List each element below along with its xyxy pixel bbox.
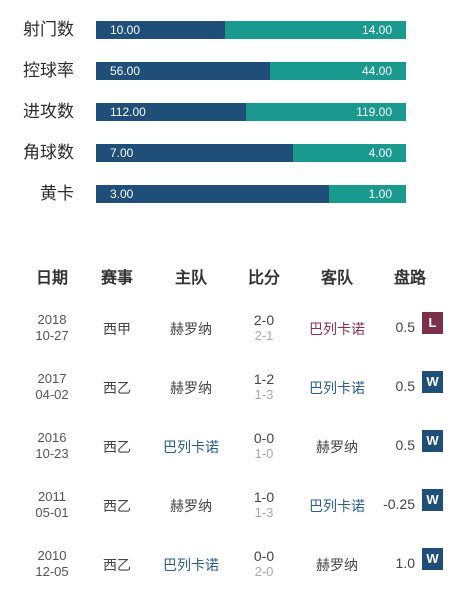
match-year: 2010 (37, 548, 67, 563)
match-home-team[interactable]: 赫罗纳 (170, 322, 212, 338)
half-time-score: 2-1 (254, 328, 274, 343)
match-row[interactable]: 2018 10-27 西甲 赫罗纳 2-0 2-1 巴列卡诺 0.5 L (0, 300, 462, 359)
result-badge: W (422, 430, 443, 452)
half-time-score: 1-3 (254, 387, 274, 402)
match-score: 2-0 2-1 (254, 312, 274, 344)
full-time-score: 1-2 (253, 371, 275, 387)
half-time-score: 1-0 (254, 446, 274, 461)
match-score: 0-0 2-0 (254, 548, 274, 580)
match-date: 2011 05-01 (35, 489, 68, 521)
stat-bar-away: 14.00 (225, 21, 406, 39)
stat-label: 黄卡 (40, 184, 74, 204)
stat-bar-home: 112.00 (96, 103, 246, 121)
stat-row: 黄卡 3.00 1.00 (0, 176, 462, 217)
match-date: 2016 10-23 (35, 430, 68, 462)
handicap-value: 1.0 (395, 555, 415, 571)
match-away-team[interactable]: 巴列卡诺 (309, 499, 365, 515)
result-badge: W (422, 489, 443, 511)
match-competition: 西乙 (103, 499, 131, 515)
stat-bar: 112.00 119.00 (96, 103, 406, 121)
match-year: 2017 (37, 371, 67, 386)
col-date-header: 日期 (35, 268, 69, 287)
match-row[interactable]: 2010 12-05 西乙 巴列卡诺 0-0 2-0 赫罗纳 1.0 W (0, 536, 462, 595)
stat-bar-away: 44.00 (270, 62, 406, 80)
stat-bar-home: 7.00 (96, 144, 293, 162)
match-row[interactable]: 2016 10-23 西乙 巴列卡诺 0-0 1-0 赫罗纳 0.5 W (0, 418, 462, 477)
history-rows: 2018 10-27 西甲 赫罗纳 2-0 2-1 巴列卡诺 0.5 L 2017 04-02 西乙赫… (0, 300, 462, 595)
handicap-value: -0.25 (383, 496, 415, 512)
half-time-score: 2-0 (254, 564, 274, 579)
match-score: 1-2 1-3 (254, 371, 274, 403)
full-time-score: 2-0 (253, 312, 275, 328)
stat-label: 角球数 (23, 143, 74, 163)
match-home-team[interactable]: 赫罗纳 (170, 499, 212, 515)
match-home-team[interactable]: 巴列卡诺 (163, 440, 219, 456)
col-score-header: 比分 (247, 268, 281, 287)
history-header-row: 日期 赛事 主队 比分 客队 盘路 (0, 252, 462, 296)
match-away-team[interactable]: 巴列卡诺 (309, 322, 365, 338)
full-time-score: 1-0 (253, 489, 275, 505)
half-time-score: 1-3 (254, 505, 274, 520)
stat-bar-away: 119.00 (246, 103, 406, 121)
match-away-team[interactable]: 赫罗纳 (316, 440, 358, 456)
match-row[interactable]: 2011 05-01 西乙 赫罗纳 1-0 1-3 巴列卡诺 -0.25 W (0, 477, 462, 536)
stat-bar-away: 1.00 (329, 185, 406, 203)
stat-bar-home: 10.00 (96, 21, 225, 39)
stat-label: 控球率 (23, 61, 74, 81)
full-time-score: 0-0 (253, 430, 275, 446)
match-month-day: 10-27 (35, 328, 69, 343)
match-competition: 西乙 (103, 381, 131, 397)
match-date: 2017 04-02 (35, 371, 68, 403)
stat-bar-away: 4.00 (293, 144, 406, 162)
handicap-value: 0.5 (395, 378, 415, 394)
col-competition-header: 赛事 (100, 268, 134, 287)
match-competition: 西乙 (103, 558, 131, 574)
match-home-team[interactable]: 巴列卡诺 (163, 558, 219, 574)
match-date: 2010 12-05 (35, 548, 68, 580)
stat-bar: 10.00 14.00 (96, 21, 406, 39)
history-table: 日期 赛事 主队 比分 客队 盘路 2018 10-27 西甲 赫罗纳 2-0 2-1 巴列卡诺 0.5… (0, 252, 462, 595)
match-date: 2018 10-27 (35, 312, 68, 344)
match-year: 2016 (37, 430, 67, 445)
stat-bar: 3.00 1.00 (96, 185, 406, 203)
match-year: 2011 (38, 489, 66, 504)
match-away-team[interactable]: 赫罗纳 (316, 558, 358, 574)
stat-row: 射门数 10.00 14.00 (0, 12, 462, 53)
stat-row: 角球数 7.00 4.00 (0, 135, 462, 176)
result-badge: W (422, 371, 443, 393)
match-competition: 西甲 (103, 322, 131, 338)
stat-bar: 56.00 44.00 (96, 62, 406, 80)
col-home-header: 主队 (174, 268, 208, 287)
result-badge: L (422, 312, 443, 334)
stat-bar: 7.00 4.00 (96, 144, 406, 162)
stat-bar-home: 56.00 (96, 62, 270, 80)
col-away-header: 客队 (320, 268, 354, 287)
match-month-day: 12-05 (35, 564, 69, 579)
result-badge: W (422, 548, 443, 570)
match-month-day: 04-02 (35, 387, 69, 402)
handicap-value: 0.5 (395, 319, 415, 335)
col-handicap-header: 盘路 (393, 268, 427, 287)
stat-row: 进攻数 112.00 119.00 (0, 94, 462, 135)
match-competition: 西乙 (103, 440, 131, 456)
stat-label: 进攻数 (23, 102, 74, 122)
handicap-value: 0.5 (395, 437, 415, 453)
match-home-team[interactable]: 赫罗纳 (170, 381, 212, 397)
match-score: 1-0 1-3 (254, 489, 274, 521)
stat-row: 控球率 56.00 44.00 (0, 53, 462, 94)
stat-bar-home: 3.00 (96, 185, 329, 203)
match-row[interactable]: 2017 04-02 西乙 赫罗纳 1-2 1-3 巴列卡诺 0.5 W (0, 359, 462, 418)
match-month-day: 10-23 (35, 446, 69, 461)
stat-label: 射门数 (23, 20, 74, 40)
match-month-day: 05-01 (35, 505, 69, 520)
match-score: 0-0 1-0 (254, 430, 274, 462)
stats-panel: 射门数 10.00 14.00 控球率 56.00 44.00 进攻数 112.00 119.0… (0, 12, 462, 217)
match-year: 2018 (37, 312, 67, 327)
match-away-team[interactable]: 巴列卡诺 (309, 381, 365, 397)
full-time-score: 0-0 (253, 548, 275, 564)
